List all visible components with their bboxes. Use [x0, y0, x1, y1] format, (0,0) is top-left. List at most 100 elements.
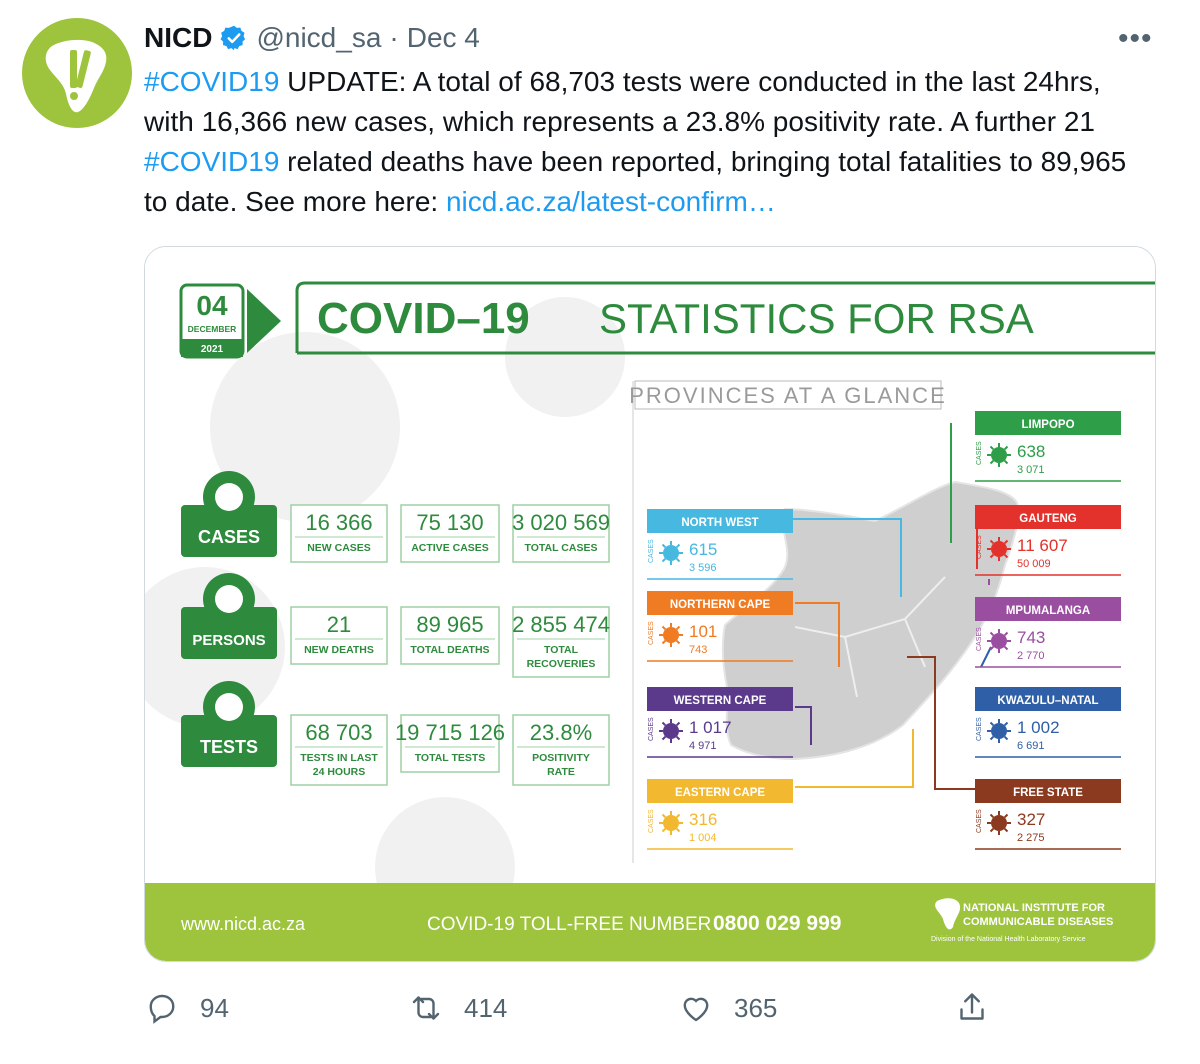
stat-box: [400, 504, 500, 563]
org-division: Division of the National Health Laborato…: [931, 936, 1086, 943]
province-name: NORTH WEST: [681, 517, 758, 529]
province-total: 2 770: [1017, 650, 1045, 662]
province-header: [647, 687, 793, 711]
stat-group-badge: [181, 505, 277, 557]
province-cases-side-label: CASES: [976, 441, 983, 465]
hashtag-link[interactable]: #COVID19: [144, 66, 280, 97]
footer-tollfree-number: 0800 029 999: [713, 912, 841, 935]
org-name-line1: NATIONAL INSTITUTE FOR: [963, 902, 1105, 914]
province-header: [647, 779, 793, 803]
external-link[interactable]: nicd.ac.za/latest-confirm…: [445, 186, 776, 217]
province-cases: 1 017: [689, 718, 732, 737]
author-handle[interactable]: @nicd_sa: [256, 22, 382, 53]
infographic-title-bold: COVID–19: [317, 294, 530, 343]
stat-label: TOTAL DEATHS: [410, 644, 489, 656]
stat-value: 3 020 569: [512, 510, 610, 535]
virus-icon: [991, 447, 1007, 463]
province-cases-side-label: CASES: [648, 539, 655, 563]
province-name: MPUMALANGA: [1006, 605, 1090, 617]
province-total: 50 009: [1017, 558, 1051, 570]
stat-label: POSITIVITY: [532, 752, 590, 764]
province-name: FREE STATE: [1013, 787, 1083, 799]
province-cases: 743: [1017, 628, 1045, 647]
nicd-logo-icon: [45, 39, 107, 113]
province-header: [975, 779, 1121, 803]
tweet-header: NICD @nicd_sa · Dec 4: [144, 20, 480, 56]
province-total: 2 275: [1017, 832, 1045, 844]
stat-label: TOTAL TESTS: [415, 752, 486, 764]
provinces-heading: PROVINCES AT A GLANCE: [629, 383, 947, 408]
date-badge: 04 DECEMBER 2021: [179, 283, 281, 359]
province-cases-side-label: CASES: [648, 621, 655, 645]
share-icon: [960, 993, 984, 1020]
province-name: WESTERN CAPE: [674, 695, 767, 707]
virus-icon: [991, 633, 1007, 649]
province-cases-side-label: CASES: [976, 535, 983, 559]
date-day: 04: [196, 290, 228, 321]
province-cases-side-label: CASES: [648, 717, 655, 741]
like-button[interactable]: 365: [678, 990, 777, 1026]
virus-icon: [991, 541, 1007, 557]
footer-band: [145, 883, 1155, 961]
province-total: 3 596: [689, 562, 717, 574]
province-header: [647, 509, 793, 533]
reply-count: 94: [200, 992, 229, 1023]
stat-box: [512, 606, 610, 678]
province-name: GAUTENG: [1019, 513, 1077, 525]
stat-label: NEW DEATHS: [304, 644, 374, 656]
like-count: 365: [734, 992, 778, 1023]
province-cases-side-label: CASES: [976, 717, 983, 741]
province-name: LIMPOPO: [1021, 419, 1074, 431]
author-name[interactable]: NICD: [144, 22, 213, 53]
province-header: [975, 411, 1121, 435]
stat-label: NEW CASES: [307, 542, 371, 554]
stat-group-label: PERSONS: [192, 632, 265, 649]
province-cases: 101: [689, 622, 717, 641]
verified-badge-icon: [221, 25, 246, 51]
stat-group-badge: [181, 715, 277, 767]
tweet-date[interactable]: Dec 4: [406, 22, 480, 53]
retweet-count: 414: [464, 992, 508, 1023]
date-month: DECEMBER: [188, 324, 237, 334]
title-bracket: [295, 281, 1155, 353]
infographic-title: STATISTICS FOR RSA: [599, 295, 1034, 342]
tweet-text: #COVID19 UPDATE: A total of 68,703 tests…: [144, 62, 1154, 222]
province-cases-side-label: CASES: [648, 809, 655, 833]
stat-value: 68 703: [305, 720, 372, 745]
header-separator: ·: [389, 22, 399, 53]
avatar[interactable]: [22, 18, 132, 128]
footer-url: www.nicd.ac.za: [180, 914, 306, 934]
stat-label: RATE: [547, 766, 575, 778]
province-cases: 615: [689, 540, 717, 559]
stat-box: [400, 714, 500, 773]
province-total: 3 071: [1017, 464, 1045, 476]
heart-icon: [683, 997, 709, 1022]
virus-icon: [663, 815, 679, 831]
media-image[interactable]: 04 DECEMBER 2021 COVID–19 STATISTICS FOR…: [144, 246, 1156, 962]
stat-group-label: CASES: [198, 527, 260, 547]
province-total: 6 691: [1017, 740, 1045, 752]
province-cases: 316: [689, 810, 717, 829]
hashtag-link[interactable]: #COVID19: [144, 146, 280, 177]
province-cases: 1 002: [1017, 718, 1060, 737]
stat-box: [400, 606, 500, 665]
province-cases: 11 607: [1017, 536, 1068, 555]
stat-value: 75 130: [416, 510, 483, 535]
province-header: [975, 505, 1121, 529]
province-total: 743: [689, 644, 707, 656]
reply-button[interactable]: 94: [144, 990, 229, 1026]
stat-label: TESTS IN LAST: [300, 752, 378, 764]
stat-label: RECOVERIES: [527, 658, 596, 670]
stat-label: TOTAL: [544, 644, 579, 656]
stat-group-emblem: [215, 693, 243, 721]
province-header: [975, 687, 1121, 711]
more-options-button[interactable]: •••: [1118, 22, 1153, 55]
province-header: [647, 591, 793, 615]
org-name-line2: COMMUNICABLE DISEASES: [963, 916, 1113, 928]
retweet-button[interactable]: 414: [408, 990, 507, 1026]
virus-icon: [663, 545, 679, 561]
province-cases: 327: [1017, 810, 1045, 829]
share-button[interactable]: [954, 990, 1010, 1026]
stat-value: 19 715 126: [395, 720, 505, 745]
province-cards: LIMPOPO CASES 638 3 071 GAUTENG CASES 11 607 50…: [647, 411, 1121, 850]
